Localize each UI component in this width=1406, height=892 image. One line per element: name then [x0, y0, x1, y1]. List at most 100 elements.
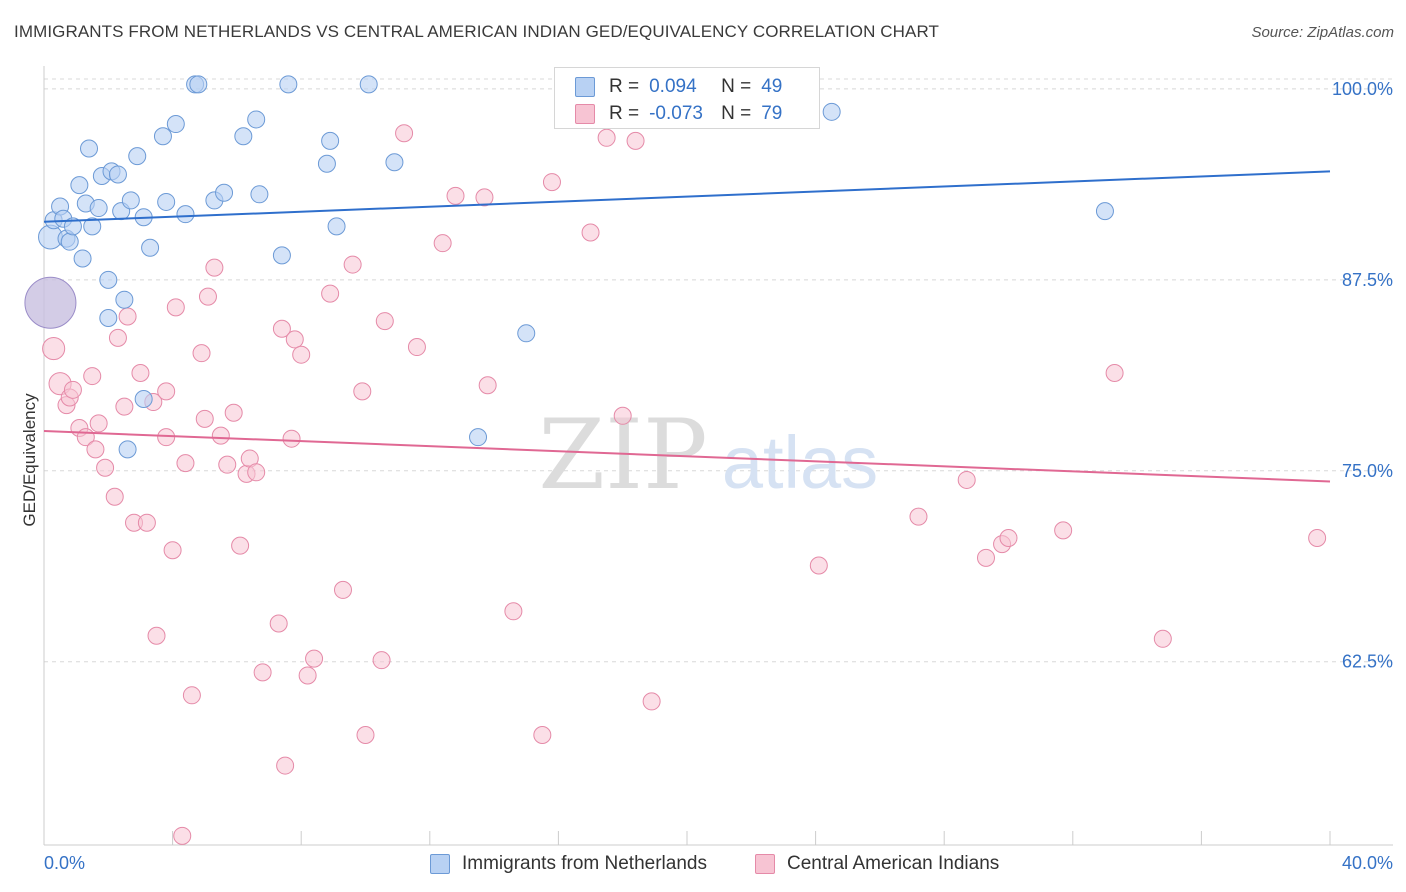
pink-point	[157, 428, 176, 447]
y-tick-label: 87.5%	[1342, 270, 1393, 290]
pink-point	[163, 541, 182, 560]
tick-labels: 62.5% 75.0% 87.5% 100.0% 0.0% 40.0%	[44, 79, 1393, 873]
bottom-legend-swatch-pink	[755, 854, 775, 874]
pink-point	[42, 337, 66, 361]
blue-point	[89, 199, 108, 218]
pink-point	[157, 382, 176, 401]
pink-point	[198, 287, 217, 306]
blue-point	[121, 191, 140, 210]
pink-point	[176, 454, 195, 473]
pink-point	[809, 556, 828, 575]
pink-point	[115, 397, 134, 416]
blue-point	[24, 276, 77, 329]
bottom-legend-central-american: Central American Indians	[755, 851, 999, 877]
blue-point	[166, 115, 185, 134]
pink-point	[1054, 521, 1073, 540]
pink-point	[597, 128, 616, 147]
x-tick-label-max: 40.0%	[1342, 853, 1393, 873]
legend-r-value: 0.094	[649, 76, 697, 97]
legend-r-value: -0.073	[649, 103, 703, 124]
pink-point	[433, 234, 452, 253]
pink-point	[105, 487, 124, 506]
y-axis-label: GED/Equivalency	[20, 393, 39, 527]
blue-point	[317, 154, 336, 173]
y-tick-label: 75.0%	[1342, 461, 1393, 481]
blue-point	[215, 183, 234, 202]
legend-n-value: 79	[761, 103, 783, 124]
blue-point	[73, 249, 92, 268]
bottom-legend-netherlands: Immigrants from Netherlands	[430, 851, 707, 877]
blue-point	[385, 153, 404, 172]
pink-point	[626, 131, 645, 150]
pink-point	[292, 345, 311, 364]
pink-point	[147, 626, 166, 645]
blue-point	[327, 217, 346, 236]
series-central-american-indians	[42, 76, 1327, 845]
pink-point	[475, 188, 494, 207]
blue-point	[272, 246, 291, 265]
pink-point	[356, 726, 375, 745]
pink-point	[999, 528, 1018, 547]
x-tick-label-min: 0.0%	[44, 853, 85, 873]
axes	[43, 66, 1393, 846]
blue-point	[517, 324, 536, 343]
pink-point	[83, 367, 102, 386]
legend-swatch-blue	[575, 77, 595, 97]
pink-point	[195, 409, 214, 428]
blue-point	[115, 290, 134, 309]
blue-point	[279, 75, 298, 94]
pink-point	[173, 826, 192, 845]
pink-point	[86, 440, 105, 459]
blue-point	[247, 110, 266, 129]
pink-point	[298, 666, 317, 685]
blue-point	[1095, 202, 1114, 221]
pink-point	[89, 414, 108, 433]
blue-point	[822, 102, 841, 121]
pink-point	[957, 470, 976, 489]
pink-point	[218, 455, 237, 474]
legend-swatch-pink	[575, 104, 595, 124]
pink-point	[395, 124, 414, 143]
blue-point	[189, 75, 208, 94]
trend-lines	[43, 170, 1331, 483]
pink-point	[321, 284, 340, 303]
blue-point	[321, 131, 340, 150]
legend-row-central-american: R = -0.073 N = 79	[575, 101, 782, 127]
pink-point	[137, 513, 156, 532]
pink-point	[305, 649, 324, 668]
pink-point	[504, 602, 523, 621]
blue-point	[141, 238, 160, 257]
pink-point	[182, 686, 201, 705]
pink-point	[269, 614, 288, 633]
pink-point	[1105, 364, 1124, 383]
pink-point	[118, 307, 137, 326]
watermark: ZIP atlas	[538, 399, 878, 511]
legend-n-label: N =	[721, 76, 752, 97]
y-tick-label: 62.5%	[1342, 652, 1393, 672]
stats-legend: R = 0.094 N = 49 R = -0.073 N = 79	[554, 67, 820, 129]
pink-point	[407, 338, 426, 357]
pink-point	[533, 726, 552, 745]
legend-r-label: R =	[609, 76, 640, 97]
bottom-legend-label: Central American Indians	[787, 853, 1000, 874]
pink-point	[446, 186, 465, 205]
blue-point	[118, 440, 137, 459]
blue-point	[359, 75, 378, 94]
pink-point	[231, 536, 250, 555]
chart-title: IMMIGRANTS FROM NETHERLANDS VS CENTRAL A…	[14, 22, 940, 41]
pink-point	[542, 173, 561, 192]
blue-point	[134, 389, 153, 408]
blue-point	[234, 127, 253, 146]
blue-point	[128, 147, 147, 166]
legend-n-value: 49	[761, 76, 783, 97]
pink-point	[253, 663, 272, 682]
pink-point	[247, 463, 266, 482]
blue-point	[70, 176, 89, 195]
pink-point	[642, 692, 661, 711]
pink-point	[478, 376, 497, 395]
blue-point	[157, 192, 176, 211]
pink-point	[224, 403, 243, 422]
pink-point	[282, 429, 301, 448]
pink-point	[272, 319, 291, 338]
blue-point	[63, 217, 82, 236]
